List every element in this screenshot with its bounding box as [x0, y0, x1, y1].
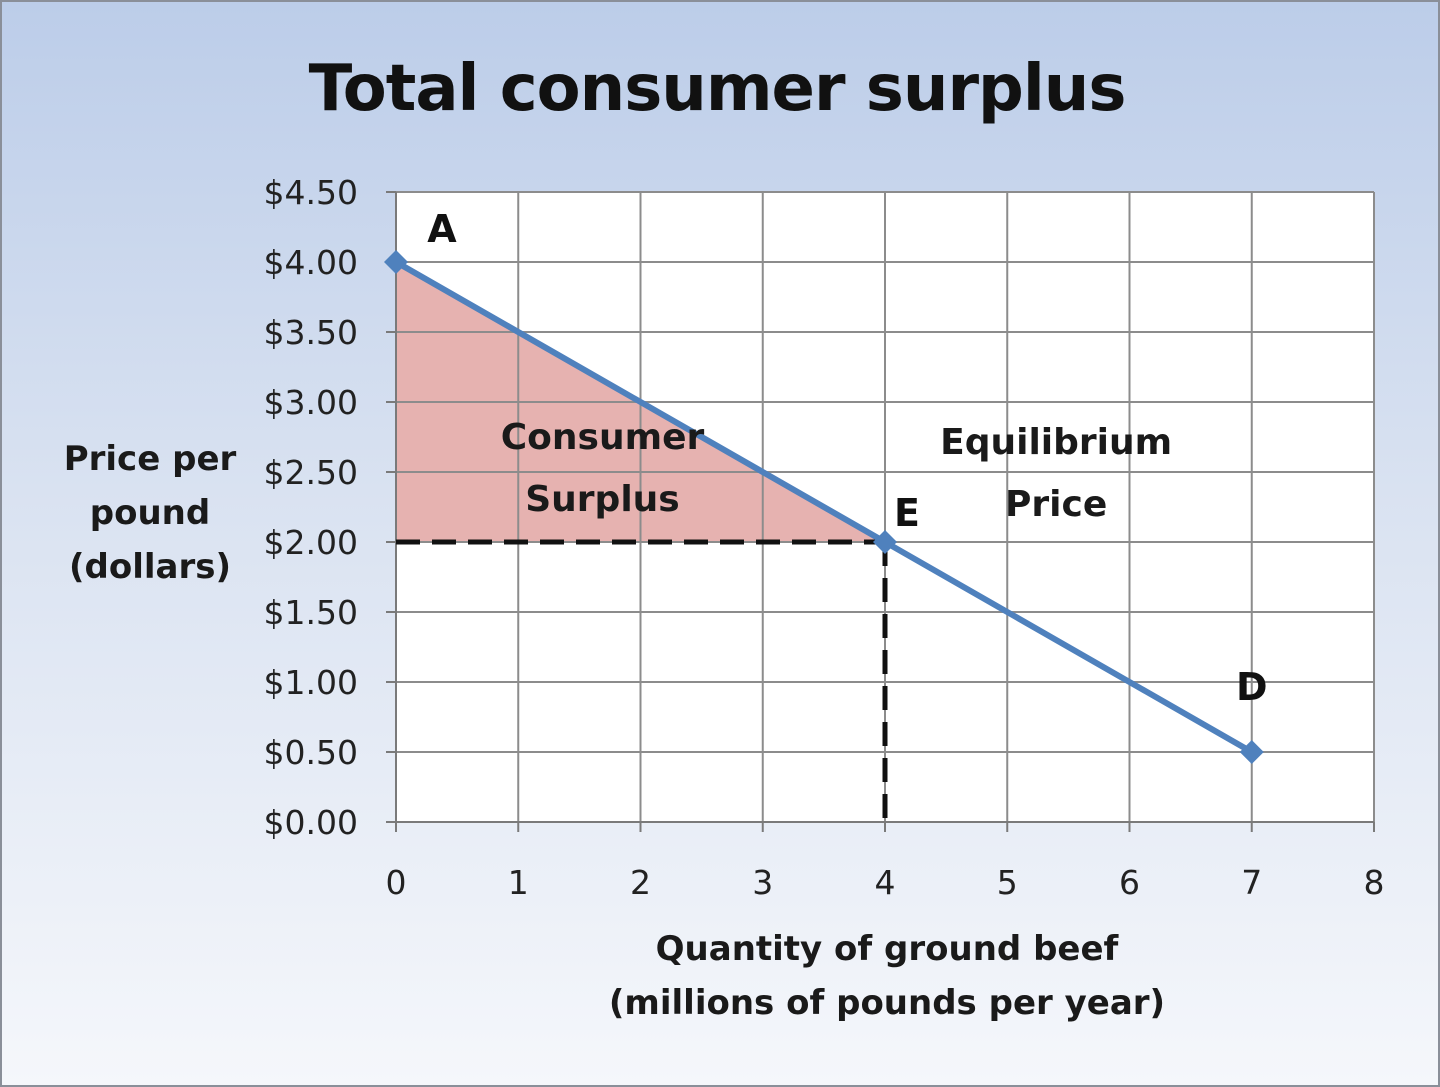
- chart-title: Total consumer surplus: [308, 52, 1127, 126]
- x-tick-label: 4: [875, 863, 896, 902]
- y-tick-label: $1.00: [264, 663, 358, 702]
- y-axis-title-line: Price per: [63, 439, 237, 479]
- consumer-surplus-label-line: Consumer: [501, 417, 705, 458]
- y-axis-title: Price per pound (dollars): [50, 432, 250, 594]
- x-tick-label: 8: [1364, 863, 1385, 902]
- x-axis-title-line: Quantity of ground beef: [655, 929, 1119, 969]
- data-point-marker: [1239, 740, 1264, 764]
- equilibrium-annotation-line: Equilibrium: [940, 422, 1172, 463]
- consumer-surplus-label-line: Surplus: [525, 479, 679, 520]
- y-tick-label: $0.00: [264, 803, 358, 842]
- y-tick-label: $4.00: [264, 243, 358, 282]
- y-tick-label: $3.00: [264, 383, 358, 422]
- point-label: E: [894, 491, 920, 535]
- x-axis-title-line: (millions of pounds per year): [608, 983, 1166, 1023]
- x-tick-label: 6: [1119, 863, 1140, 902]
- y-axis-title-line: pound: [89, 493, 211, 533]
- point-label: A: [427, 207, 457, 251]
- y-tick-label: $2.50: [264, 453, 358, 492]
- data-point-marker: [873, 530, 897, 554]
- equilibrium-annotation-line: Price: [1005, 484, 1107, 525]
- data-point-marker: [384, 250, 408, 274]
- y-tick-label: $3.50: [264, 313, 358, 352]
- point-label: D: [1236, 665, 1268, 709]
- x-tick-label: 1: [508, 863, 529, 902]
- y-tick-label: $2.00: [264, 523, 358, 562]
- x-tick-label: 2: [630, 863, 651, 902]
- x-tick-label: 0: [386, 863, 407, 902]
- x-tick-label: 5: [997, 863, 1018, 902]
- y-tick-label: $0.50: [264, 733, 358, 772]
- y-tick-label: $4.50: [264, 173, 358, 212]
- x-axis-title: Quantity of ground beef (millions of pou…: [562, 922, 1212, 1030]
- x-tick-label: 3: [752, 863, 773, 902]
- y-axis-title-line: (dollars): [68, 547, 232, 587]
- x-tick-label: 7: [1241, 863, 1262, 902]
- y-tick-label: $1.50: [264, 593, 358, 632]
